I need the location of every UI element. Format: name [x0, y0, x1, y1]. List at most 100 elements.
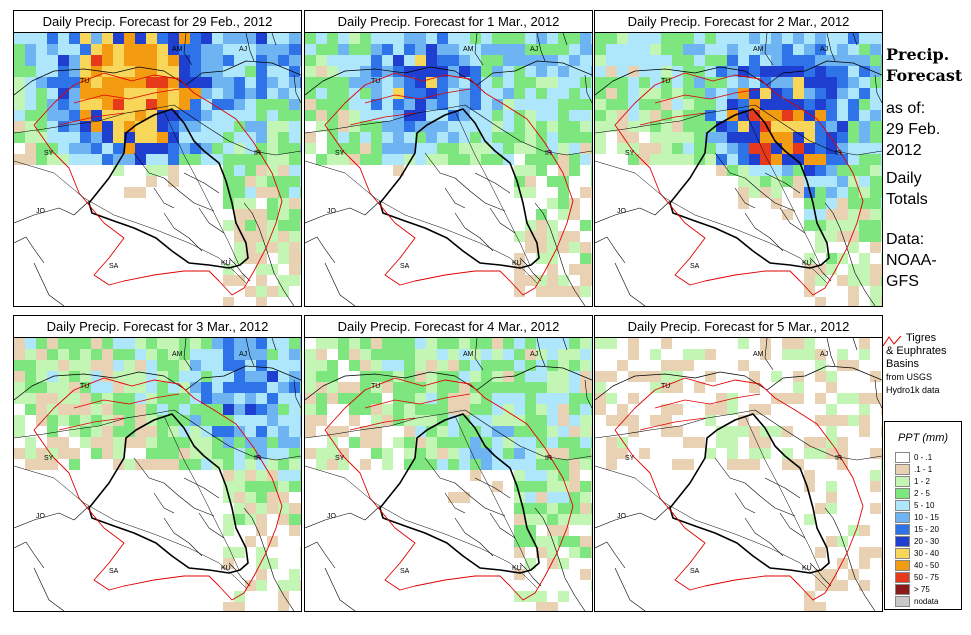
precip-cell [404, 132, 415, 143]
country-border [595, 104, 882, 156]
precip-cell [826, 44, 837, 55]
precip-cell [91, 404, 102, 415]
basin-outline [58, 88, 180, 126]
precip-cell [591, 415, 592, 426]
precip-cell [628, 349, 639, 360]
precip-cell [360, 66, 371, 77]
precip-cell [591, 536, 592, 547]
precip-cell [591, 459, 592, 470]
precip-cell [179, 382, 190, 393]
precip-cell [415, 121, 426, 132]
precip-cell [514, 404, 525, 415]
precip-cell [278, 231, 289, 242]
precip-cell [804, 470, 815, 481]
river-line [595, 160, 828, 284]
precip-cell [459, 360, 470, 371]
precip-cell [179, 338, 190, 349]
precip-cell [168, 338, 179, 349]
precip-cell [870, 165, 881, 176]
precip-cell [179, 448, 190, 459]
precip-cell [771, 77, 782, 88]
precip-cell [591, 426, 592, 437]
precip-cell [569, 338, 580, 349]
precip-cell [80, 371, 91, 382]
precip-cell [694, 33, 705, 44]
precip-cell [558, 44, 569, 55]
precip-cell [448, 154, 459, 165]
precip-cell [749, 382, 760, 393]
precip-cell [102, 77, 113, 88]
precip-cell [547, 231, 558, 242]
precip-cell [212, 426, 223, 437]
precip-cell [617, 66, 628, 77]
precip-cell [804, 154, 815, 165]
precip-cell [256, 481, 267, 492]
precip-cell [223, 165, 234, 176]
precip-cell [716, 77, 727, 88]
precip-cell [267, 286, 278, 297]
precip-cell [826, 492, 837, 503]
precip-cell [815, 415, 826, 426]
precip-cell [470, 437, 481, 448]
precip-cell [591, 580, 592, 591]
precip-cell [278, 121, 289, 132]
country-label: KU [802, 260, 812, 267]
precip-cell [338, 426, 349, 437]
forecast-panel: Daily Precip. Forecast for 5 Mar., 2012 A… [594, 315, 883, 612]
precip-cell [437, 371, 448, 382]
precip-cell [837, 187, 848, 198]
precip-cell [859, 187, 870, 198]
precip-cell [481, 360, 492, 371]
precip-cell [580, 253, 591, 264]
precip-cell [305, 382, 316, 393]
precip-cell [426, 143, 437, 154]
country-label: AJ [239, 46, 247, 53]
precip-cell [327, 448, 338, 459]
precip-cell [245, 55, 256, 66]
precip-cell [683, 154, 694, 165]
precip-cell [580, 99, 591, 110]
precip-cell [870, 187, 881, 198]
precip-cell [267, 448, 278, 459]
precip-cell [881, 198, 882, 209]
precip-cell [168, 349, 179, 360]
forecast-panel: Daily Precip. Forecast for 4 Mar., 2012 A… [304, 315, 593, 612]
precip-cell [591, 514, 592, 525]
precip-cell [661, 415, 672, 426]
precip-cell [234, 209, 245, 220]
precip-cell [190, 132, 201, 143]
precip-cell [289, 121, 300, 132]
precip-cell [650, 77, 661, 88]
precip-cell [848, 393, 859, 404]
precip-cell [338, 44, 349, 55]
precip-cell [826, 264, 837, 275]
precip-cell [848, 110, 859, 121]
precip-cell [25, 88, 36, 99]
river-line [454, 110, 531, 266]
precip-cell [256, 297, 267, 306]
precip-cell [157, 448, 168, 459]
precip-cell [826, 77, 837, 88]
precip-cell [25, 143, 36, 154]
precip-cell [69, 55, 80, 66]
precip-cell [58, 415, 69, 426]
precip-cell [80, 437, 91, 448]
country-border [183, 33, 301, 104]
precip-cell [300, 371, 301, 382]
precip-cell [661, 33, 672, 44]
precip-cell [267, 371, 278, 382]
precip-cell [760, 338, 771, 349]
precip-cell [492, 154, 503, 165]
precip-cell [705, 66, 716, 77]
precip-cell [113, 338, 124, 349]
precip-cell [124, 382, 135, 393]
basin-outline [639, 88, 761, 126]
precip-cell [580, 569, 591, 580]
precip-cell [793, 132, 804, 143]
precip-cell [514, 66, 525, 77]
precip-cell [881, 176, 882, 187]
precip-cell [558, 448, 569, 459]
legend-label: 30 - 40 [914, 548, 939, 558]
precip-cell [558, 349, 569, 360]
precip-cell [201, 415, 212, 426]
